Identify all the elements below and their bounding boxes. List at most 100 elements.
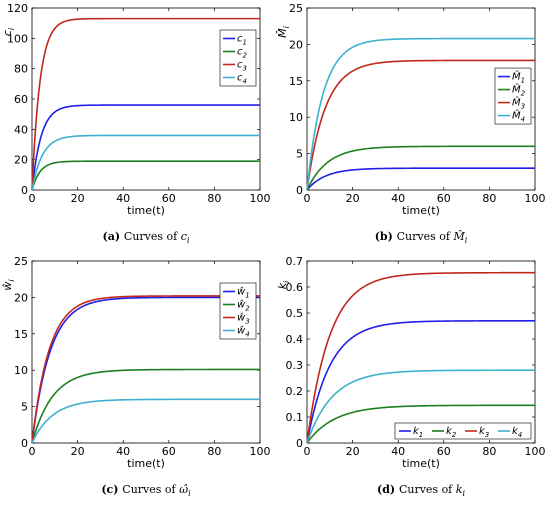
series-line-2 bbox=[306, 145, 535, 191]
legend-box bbox=[219, 282, 257, 340]
series-line-4 bbox=[306, 369, 535, 444]
x-tick-label: 100 bbox=[525, 445, 546, 458]
legend-label: c1 bbox=[237, 34, 247, 47]
x-tick-label: 20 bbox=[71, 445, 85, 458]
legend-label: M̂2 bbox=[512, 83, 526, 98]
series-line-2 bbox=[306, 404, 535, 444]
x-tick-label: 20 bbox=[346, 445, 360, 458]
legend-label: k3 bbox=[479, 426, 489, 439]
x-tick-label: 40 bbox=[116, 192, 130, 205]
x-tick-label: 80 bbox=[482, 445, 496, 458]
figure-panel-b: 0 20 40 60 80 100 0 5 10 15 20 25 M̂1 M̂2 M̂3 M̂4 M̂i tim… bbox=[275, 0, 550, 252]
series-line-3 bbox=[306, 271, 535, 444]
y-tick-label: 10 bbox=[14, 364, 28, 377]
legend-label: M̂3 bbox=[512, 96, 525, 111]
y-tick-label: 40 bbox=[14, 123, 28, 136]
legend: k1 k2 k3 k4 bbox=[394, 422, 532, 440]
figure-caption: (c) Curves of ω̂i bbox=[101, 483, 191, 498]
x-tick-label: 100 bbox=[250, 192, 271, 205]
figure-caption: (b) Curves of M̂i bbox=[375, 230, 468, 245]
y-tick-label: 0.7 bbox=[286, 255, 304, 268]
series-line-3 bbox=[31, 17, 260, 191]
y-tick-label: 15 bbox=[14, 328, 28, 341]
plot-area bbox=[306, 260, 536, 444]
legend: M̂1M̂2M̂3M̂4 bbox=[494, 67, 532, 125]
x-axis-label: time(t) bbox=[402, 457, 440, 470]
x-tick-label: 40 bbox=[116, 445, 130, 458]
legend-label: M̂4 bbox=[512, 109, 525, 124]
y-tick-label: 0.4 bbox=[286, 333, 304, 346]
figure-caption: (d) Curves of ki bbox=[377, 483, 465, 498]
x-tick-label: 80 bbox=[207, 192, 221, 205]
series-line-1 bbox=[31, 104, 260, 191]
x-tick-label: 0 bbox=[29, 445, 36, 458]
y-tick-label: 80 bbox=[14, 63, 28, 76]
x-tick-label: 20 bbox=[346, 192, 360, 205]
x-tick-label: 60 bbox=[437, 445, 451, 458]
series-line-4 bbox=[31, 134, 260, 191]
series-line-4 bbox=[31, 398, 260, 444]
legend-label: c2 bbox=[237, 47, 248, 60]
legend-label: ŵ3 bbox=[237, 312, 250, 326]
y-tick-label: 0 bbox=[296, 184, 303, 197]
x-tick-label: 0 bbox=[29, 192, 36, 205]
y-axis-label: ŵi bbox=[1, 279, 16, 291]
x-tick-label: 100 bbox=[525, 192, 546, 205]
x-tick-label: 60 bbox=[162, 192, 176, 205]
y-tick-label: 120 bbox=[7, 2, 28, 15]
y-tick-label: 5 bbox=[21, 401, 28, 414]
legend-label: k1 bbox=[413, 426, 423, 439]
y-tick-label: 0 bbox=[21, 184, 28, 197]
series-line-3 bbox=[306, 59, 535, 191]
x-tick-label: 40 bbox=[391, 192, 405, 205]
figure-caption: (a) Curves of ci bbox=[103, 230, 190, 245]
x-axis-label: time(t) bbox=[127, 204, 165, 217]
y-tick-label: 0.2 bbox=[286, 385, 304, 398]
y-axis-label: M̂i bbox=[276, 25, 291, 38]
y-tick-label: 10 bbox=[289, 111, 303, 124]
y-tick-label: 20 bbox=[14, 154, 28, 167]
x-tick-label: 60 bbox=[437, 192, 451, 205]
legend-label: ŵ4 bbox=[237, 325, 250, 339]
x-axis-label: time(t) bbox=[127, 457, 165, 470]
y-tick-label: 0.1 bbox=[286, 411, 304, 424]
figure-panel-a: 0 20 40 60 80 100 0 20 40 60 80 100 120 c1 c2 c3 c4 ci tim… bbox=[0, 0, 275, 252]
legend-label: k2 bbox=[446, 426, 457, 439]
figure-panel-c: 0 20 40 60 80 100 0 5 10 15 20 25 ŵ1 ŵ2 ŵ3 ŵ4 ŵi time(t) (… bbox=[0, 253, 275, 505]
series-line-1 bbox=[306, 167, 535, 191]
legend-box bbox=[494, 67, 532, 125]
y-tick-label: 0.5 bbox=[286, 307, 304, 320]
legend-label: k4 bbox=[512, 426, 522, 439]
legend-label: c3 bbox=[237, 60, 247, 73]
x-tick-label: 100 bbox=[250, 445, 271, 458]
x-tick-label: 0 bbox=[304, 445, 311, 458]
x-tick-label: 80 bbox=[207, 445, 221, 458]
x-tick-label: 80 bbox=[482, 192, 496, 205]
legend-box bbox=[394, 422, 532, 440]
y-tick-label: 20 bbox=[14, 291, 28, 304]
chart-b: 0 20 40 60 80 100 0 5 10 15 20 25 M̂1M̂2M̂3M̂4 M̂i tim… bbox=[276, 2, 546, 245]
legend-label: ŵ1 bbox=[237, 286, 250, 300]
y-tick-label: 25 bbox=[14, 255, 28, 268]
y-tick-label: 25 bbox=[289, 2, 303, 15]
x-tick-label: 0 bbox=[304, 192, 311, 205]
legend-label: ŵ2 bbox=[237, 299, 250, 313]
series-line-4 bbox=[306, 37, 535, 191]
y-tick-label: 0.3 bbox=[286, 359, 304, 372]
series-line-2 bbox=[31, 368, 260, 444]
y-axis-label: ci bbox=[1, 27, 16, 36]
x-tick-label: 20 bbox=[71, 192, 85, 205]
y-axis-label: ki bbox=[276, 280, 291, 289]
x-axis-label: time(t) bbox=[402, 204, 440, 217]
y-tick-label: 15 bbox=[289, 75, 303, 88]
chart-d: 0 20 40 60 80 100 0 0.1 0.2 0.3 0.4 0.5 0.6 0.7 k1 k2 k3… bbox=[276, 255, 546, 498]
y-tick-label: 0.6 bbox=[286, 281, 304, 294]
x-tick-label: 40 bbox=[391, 445, 405, 458]
legend-label: c4 bbox=[237, 73, 247, 86]
legend-box bbox=[219, 29, 257, 87]
y-tick-label: 0 bbox=[296, 437, 303, 450]
